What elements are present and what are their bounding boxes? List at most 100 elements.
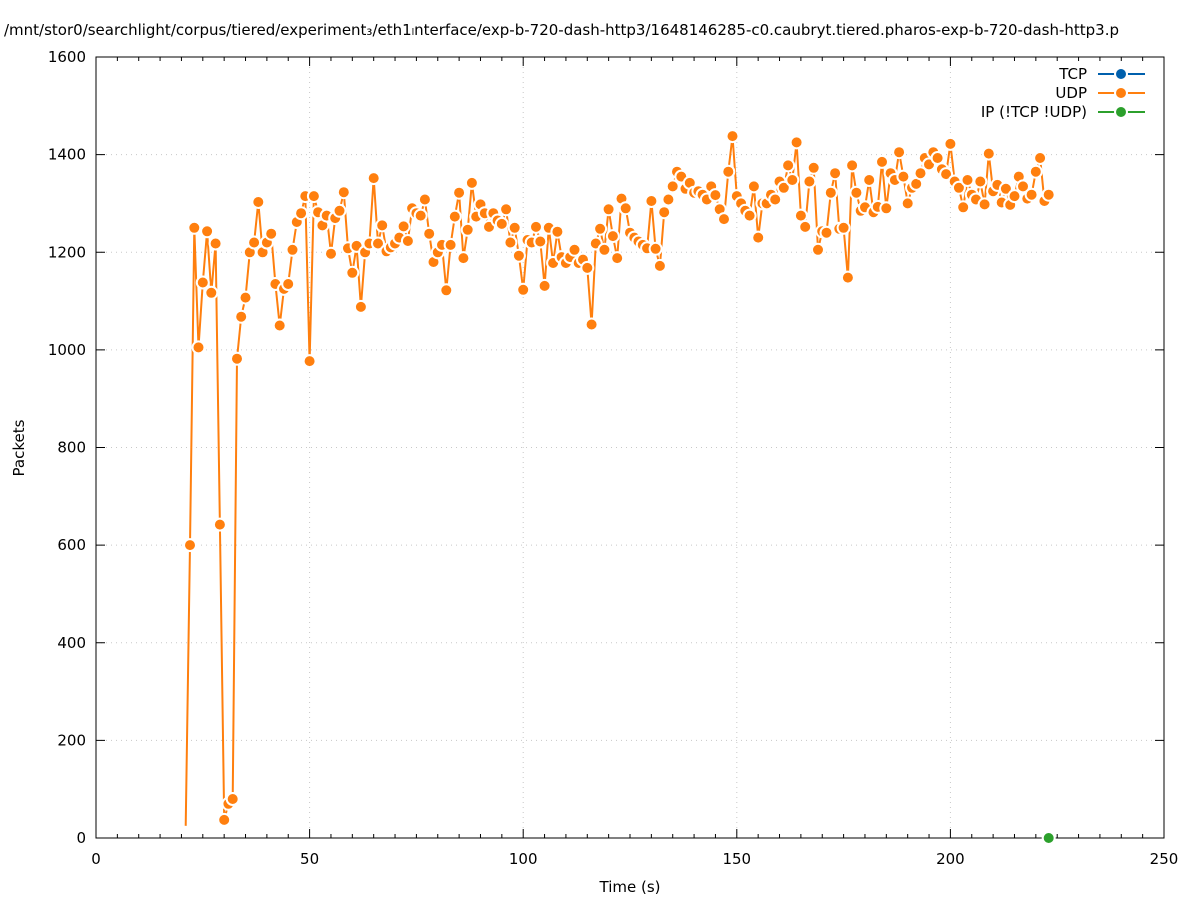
data-point: [811, 242, 825, 257]
data-point: [529, 219, 543, 234]
data-point: [494, 216, 509, 231]
data-point: [746, 179, 761, 194]
y-tick-label: 400: [57, 634, 86, 652]
data-point: [900, 196, 915, 211]
data-point: [665, 179, 680, 194]
data-point: [336, 185, 351, 200]
data-point: [324, 246, 338, 261]
data-point: [400, 234, 415, 248]
data-point: [768, 192, 783, 207]
data-point: [332, 203, 347, 218]
data-point: [294, 206, 309, 221]
data-point: [793, 208, 808, 223]
data-point: [353, 299, 368, 314]
data-point: [452, 185, 467, 200]
data-point: [644, 194, 659, 208]
data-point: [584, 317, 599, 332]
data-point: [208, 236, 223, 251]
data-point: [1041, 831, 1056, 845]
data-point: [413, 208, 428, 223]
data-point: [943, 136, 958, 151]
data-point: [789, 135, 804, 150]
data-point: [960, 173, 975, 187]
data-point: [238, 290, 253, 305]
data-point: [721, 164, 736, 179]
data-point: [998, 181, 1013, 196]
data-point: [200, 224, 215, 239]
y-axis-label: Packets: [10, 419, 28, 476]
data-point: [1028, 164, 1043, 179]
x-axis-label: Time (s): [599, 878, 661, 896]
data-point: [345, 265, 360, 280]
data-point: [567, 242, 582, 257]
legend-label: UDP: [1055, 84, 1087, 102]
data-point: [439, 283, 454, 298]
data-point: [751, 230, 766, 245]
data-point: [217, 812, 232, 827]
grid: [96, 57, 1164, 838]
legend-marker: [1114, 86, 1128, 100]
data-point: [610, 251, 625, 266]
data-point: [417, 192, 432, 207]
data-point: [1016, 179, 1030, 194]
data-point: [708, 188, 723, 203]
data-point: [981, 146, 996, 161]
data-point: [652, 258, 667, 273]
data-point: [862, 173, 877, 187]
data-point: [306, 189, 321, 204]
data-point: [828, 166, 843, 181]
y-tick-label: 800: [57, 439, 86, 457]
data-point: [977, 197, 992, 212]
data-point: [661, 192, 676, 207]
y-tick-label: 1200: [48, 243, 86, 261]
data-point: [819, 225, 834, 240]
x-tick-label: 200: [936, 850, 965, 868]
data-point: [605, 229, 620, 244]
data-point: [879, 201, 894, 216]
y-tick-label: 600: [57, 536, 86, 554]
data-point: [212, 517, 227, 532]
data-point: [302, 354, 317, 369]
y-tick-label: 1000: [48, 341, 86, 359]
legend-label: TCP: [1058, 65, 1087, 83]
x-tick-labels: 0 50 100 150 200 250: [91, 850, 1178, 868]
data-point: [593, 221, 608, 236]
data-point: [776, 180, 791, 195]
data-point: [195, 275, 210, 290]
data-point: [285, 242, 300, 257]
y-tick-labels: 0 200 400 600 800 1000 1200 1400 1600: [48, 48, 86, 847]
data-point: [460, 222, 475, 237]
data-point: [230, 351, 244, 366]
y-tick-label: 200: [57, 731, 86, 749]
x-tick-label: 250: [1150, 850, 1179, 868]
data-point: [187, 220, 202, 235]
data-point: [836, 220, 851, 235]
data-point: [447, 209, 462, 224]
x-tick-label: 100: [509, 850, 538, 868]
data-point: [1033, 151, 1048, 165]
data-point: [225, 792, 240, 806]
x-tick-label: 50: [300, 850, 319, 868]
data-point: [840, 270, 855, 285]
data-point: [597, 242, 612, 257]
data-point: [251, 195, 266, 209]
data-point: [618, 201, 633, 216]
data-point: [272, 318, 287, 333]
y-tick-label: 1400: [48, 146, 86, 164]
data-point: [845, 158, 860, 173]
data-point: [717, 212, 731, 227]
data-point: [892, 145, 907, 160]
data-point: [802, 174, 817, 189]
data-point: [806, 160, 821, 175]
data-point: [930, 151, 945, 165]
data-point: [742, 208, 757, 223]
data-point: [601, 202, 616, 217]
axis-ticks: [95, 56, 1165, 839]
data-point: [396, 219, 411, 234]
data-point: [781, 158, 796, 173]
data-point: [785, 173, 800, 187]
data-point: [422, 226, 437, 241]
series-2: [1041, 831, 1056, 845]
data-point: [1007, 189, 1022, 204]
